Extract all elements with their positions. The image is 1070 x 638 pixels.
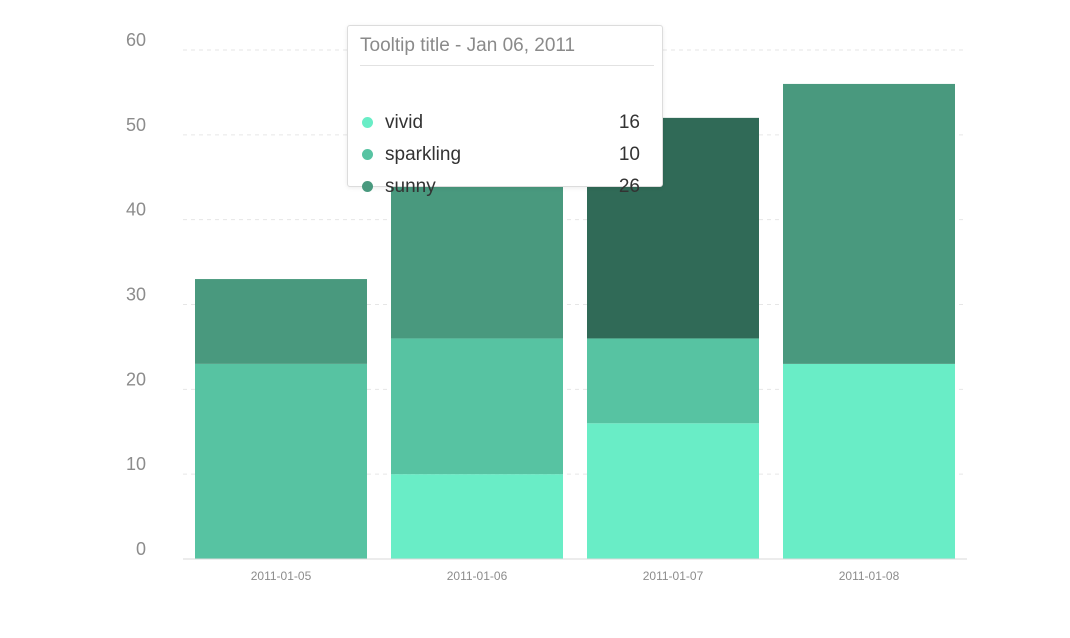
tooltip-series-value: 10 — [618, 144, 640, 165]
y-tick-label: 10 — [126, 454, 146, 474]
series-color-dot — [362, 117, 373, 128]
bar-segment[interactable] — [587, 338, 759, 424]
x-tick-label: 2011-01-08 — [839, 569, 900, 583]
tooltip-title: Tooltip title - Jan 06, 2011 — [360, 35, 654, 66]
series-color-dot — [362, 149, 373, 160]
y-tick-label: 40 — [126, 200, 146, 220]
y-axis-tick-labels: 0 10 20 30 40 50 60 — [126, 30, 146, 559]
series-color-dot — [362, 181, 373, 192]
bar-segment[interactable] — [391, 474, 563, 559]
y-tick-label: 20 — [126, 369, 146, 389]
x-tick-label: 2011-01-07 — [643, 569, 704, 583]
bars — [195, 83, 955, 559]
x-axis-tick-labels: 2011-01-05 2011-01-06 2011-01-07 2011-01-08 — [251, 569, 900, 583]
tooltip-row-sunny: sunny 26 — [360, 176, 640, 200]
tooltip-series-label: vivid — [385, 112, 424, 133]
tooltip-row-sparkling: sparkling 10 — [360, 144, 640, 168]
y-tick-label: 60 — [126, 30, 146, 50]
tooltip-series-label: sparkling — [385, 144, 462, 165]
bar-segment[interactable] — [195, 363, 367, 559]
x-tick-label: 2011-01-06 — [447, 569, 508, 583]
tooltip-series-value: 26 — [618, 176, 640, 197]
y-tick-label: 30 — [126, 285, 146, 305]
tooltip-series-label: sunny — [385, 176, 436, 197]
bar-segment[interactable] — [587, 423, 759, 559]
x-tick-label: 2011-01-05 — [251, 569, 312, 583]
y-tick-label: 50 — [126, 115, 146, 135]
bar-segment[interactable] — [195, 279, 367, 364]
tooltip-row-vivid: vivid 16 — [360, 112, 640, 136]
y-tick-label: 0 — [136, 539, 146, 559]
tooltip-series-value: 16 — [618, 112, 640, 133]
bar-segment[interactable] — [391, 338, 563, 475]
bar-segment[interactable] — [783, 363, 955, 559]
chart-tooltip: Tooltip title - Jan 06, 2011 vivid 16 sp… — [347, 25, 663, 197]
bar-segment[interactable] — [783, 83, 955, 364]
